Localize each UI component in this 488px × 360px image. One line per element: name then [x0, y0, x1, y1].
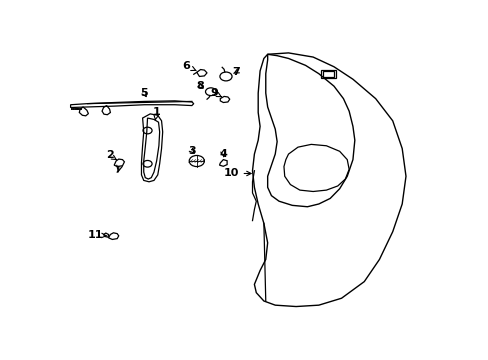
Text: 4: 4 — [219, 149, 227, 159]
Text: 5: 5 — [140, 87, 147, 98]
Text: 8: 8 — [196, 81, 204, 91]
Text: 3: 3 — [188, 146, 195, 156]
Text: 2: 2 — [105, 150, 116, 161]
Text: 10: 10 — [223, 168, 251, 179]
Text: 9: 9 — [210, 88, 221, 98]
Text: 6: 6 — [182, 61, 195, 71]
Text: 7: 7 — [232, 67, 240, 77]
Text: 1: 1 — [152, 108, 160, 120]
Text: 11: 11 — [87, 230, 106, 240]
